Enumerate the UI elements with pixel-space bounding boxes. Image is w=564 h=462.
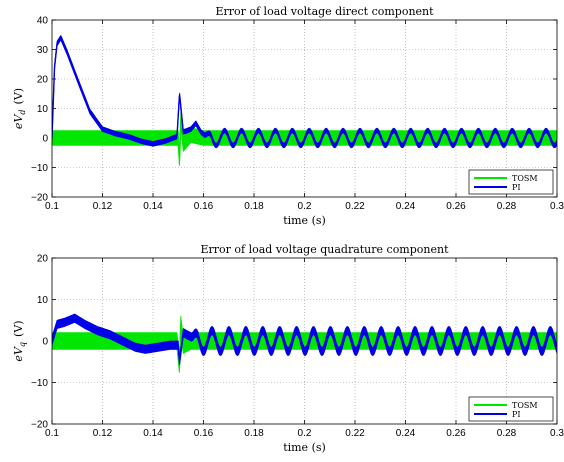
y-tick-label: 10 bbox=[37, 104, 49, 115]
x-tick-label: 0.14 bbox=[143, 428, 163, 439]
x-tick-label: 0.28 bbox=[497, 428, 517, 439]
x-tick-label: 0.1 bbox=[45, 201, 59, 212]
x-axis-label: time (s) bbox=[283, 214, 326, 227]
legend bbox=[468, 396, 554, 422]
series-pi-line bbox=[52, 37, 557, 147]
x-tick-label: 0.22 bbox=[345, 201, 365, 212]
legend bbox=[468, 169, 554, 195]
x-tick-label: 0.24 bbox=[396, 428, 416, 439]
series-tosm-line bbox=[52, 324, 557, 365]
y-tick-label: 20 bbox=[37, 75, 49, 86]
series-pi-line bbox=[52, 317, 557, 361]
y-tick-label: −20 bbox=[31, 420, 48, 431]
chart-quadrature-component: 0.1 0.12 0.14 0.16 0.18 0.2 0.22 0.24 0.26 0.28 0.… bbox=[12, 243, 564, 454]
x-tick-label: 0.16 bbox=[194, 201, 214, 212]
x-axis-label: time (s) bbox=[283, 441, 326, 454]
x-tick-label: 0.12 bbox=[93, 201, 113, 212]
y-tick-label: −10 bbox=[31, 378, 48, 389]
x-tick-label: 0.22 bbox=[345, 428, 365, 439]
y-tick-label: 0 bbox=[42, 337, 48, 348]
series-pi-band bbox=[52, 313, 557, 365]
y-tick-label: 0 bbox=[42, 134, 48, 145]
x-tick-label: 0.18 bbox=[244, 428, 264, 439]
chart-title: Error of load voltage direct component bbox=[215, 5, 434, 18]
y-tick-label: −10 bbox=[31, 163, 48, 174]
legend-label-tosm: TOSM bbox=[512, 401, 538, 410]
series-group bbox=[52, 313, 557, 373]
y-label-sub: d bbox=[18, 109, 27, 114]
chart-direct-component: 0.1 0.12 0.14 0.16 0.18 0.2 0.22 0.24 0.26 0.28 0.… bbox=[12, 5, 564, 227]
x-tick-label: 0.16 bbox=[194, 428, 214, 439]
y-tick-label: 20 bbox=[37, 254, 49, 265]
legend-label-tosm: TOSM bbox=[512, 174, 538, 183]
series-group bbox=[52, 35, 557, 166]
y-label-sub: q bbox=[18, 342, 27, 347]
series-pi-band bbox=[52, 35, 557, 149]
x-tick-label: 0.26 bbox=[446, 428, 466, 439]
y-tick-label: 10 bbox=[37, 295, 49, 306]
legend-label-pi: PI bbox=[512, 410, 521, 419]
y-label-unit: (V) bbox=[12, 88, 25, 105]
axes-frame bbox=[51, 19, 558, 198]
y-label-prefix: e bbox=[12, 122, 25, 129]
y-axis-label: eVd (V) bbox=[12, 88, 27, 129]
x-tick-label: 0.28 bbox=[497, 201, 517, 212]
x-tick-label: 0.14 bbox=[143, 201, 163, 212]
x-tick-label: 0.3 bbox=[550, 428, 564, 439]
y-tick-label: 30 bbox=[37, 45, 49, 56]
x-tick-label: 0.24 bbox=[396, 201, 416, 212]
x-tick-label: 0.18 bbox=[244, 201, 264, 212]
axes-frame bbox=[51, 257, 558, 425]
y-label-prefix: e bbox=[12, 355, 25, 362]
y-axis-label: eVq (V) bbox=[12, 320, 27, 361]
y-tick-label: 40 bbox=[37, 16, 49, 27]
x-tick-label: 0.12 bbox=[93, 428, 113, 439]
x-tick-label: 0.1 bbox=[45, 428, 59, 439]
y-label-var: V bbox=[12, 114, 25, 123]
x-tick-label: 0.2 bbox=[298, 201, 312, 212]
y-label-unit: (V) bbox=[12, 320, 25, 337]
x-tick-label: 0.3 bbox=[550, 201, 564, 212]
y-tick-label: −20 bbox=[31, 193, 48, 204]
y-label-var: V bbox=[12, 346, 25, 355]
x-tick-label: 0.26 bbox=[446, 201, 466, 212]
x-tick-label: 0.2 bbox=[298, 428, 312, 439]
chart-title: Error of load voltage quadrature compone… bbox=[200, 243, 449, 256]
legend-label-pi: PI bbox=[512, 183, 521, 192]
